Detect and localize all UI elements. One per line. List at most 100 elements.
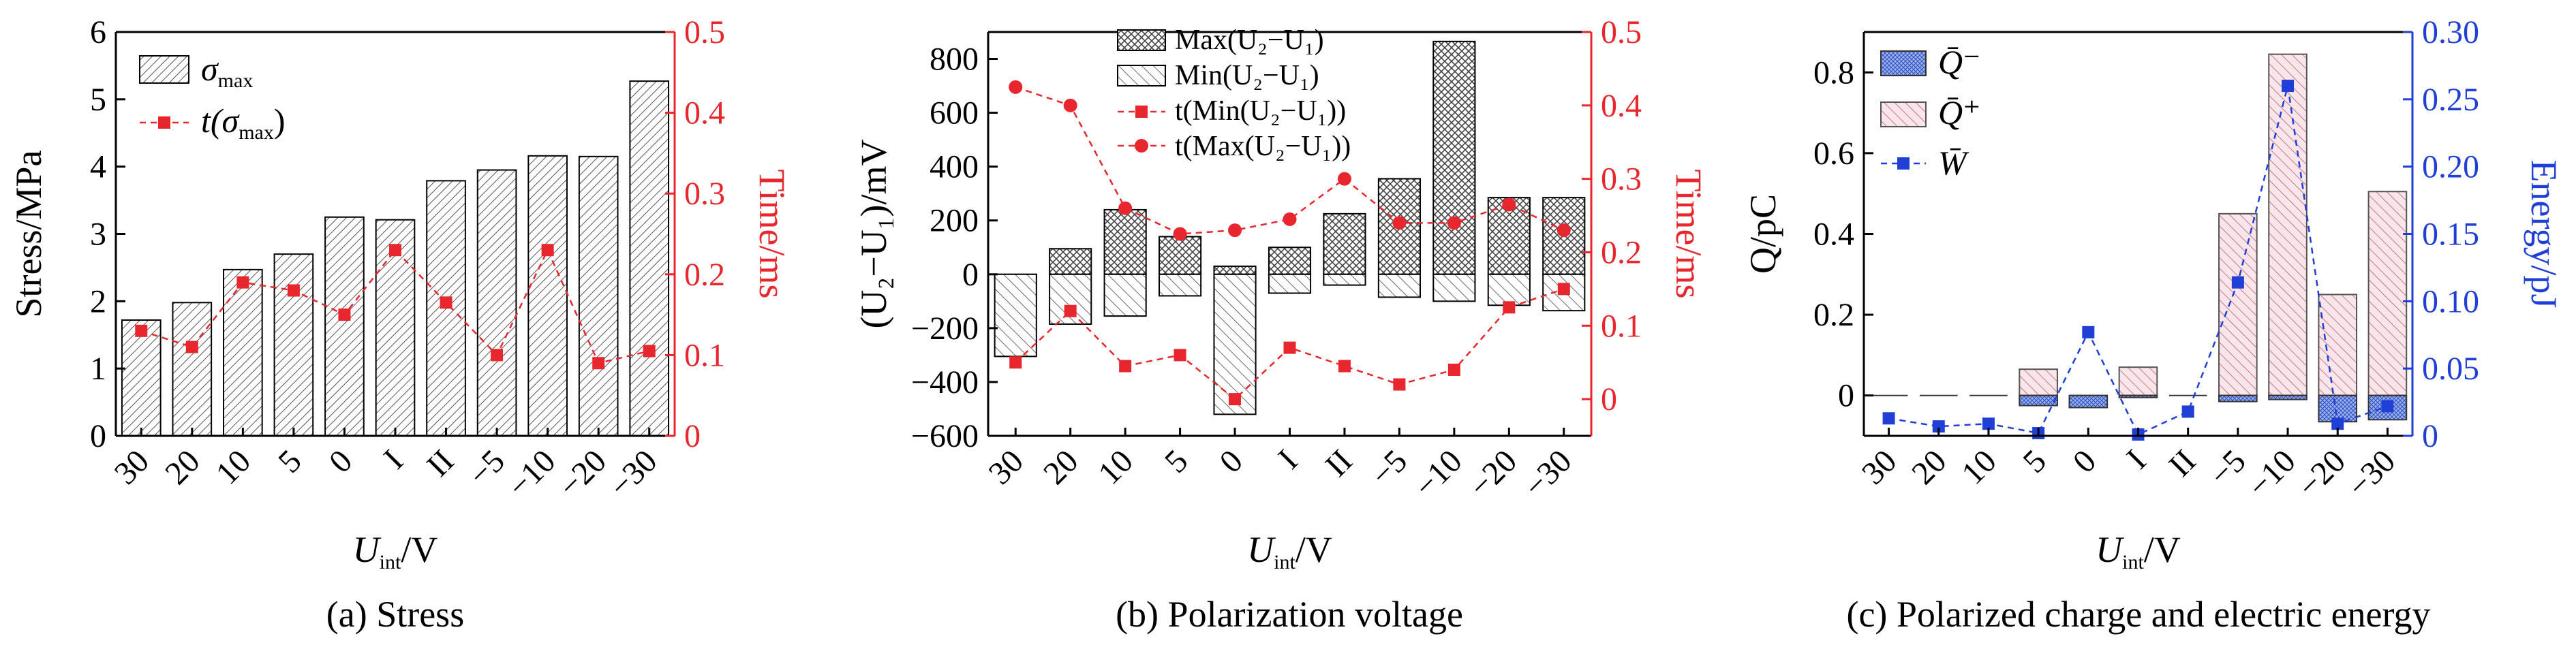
point-t_sigma_max — [440, 296, 453, 309]
xtick-label-c: I — [2119, 443, 2153, 476]
point-t_sigma_max — [541, 244, 554, 257]
point-t_sigma_max — [491, 349, 504, 362]
line-t_max — [1015, 86, 1565, 235]
point-w — [2381, 400, 2394, 413]
xtick-label-b: I — [1271, 443, 1304, 476]
bar-sigma-max — [476, 169, 517, 437]
legend-bar-sub: max — [218, 69, 254, 92]
bar-q-plus — [2367, 191, 2408, 396]
bar-max — [1159, 236, 1202, 275]
ylabel-right-c: Energy/pJ — [2524, 160, 2564, 308]
point-t_sigma_max — [592, 357, 605, 370]
bar-max — [1268, 247, 1312, 275]
caption-b: (b) Polarization voltage — [1116, 594, 1463, 635]
xtick-label-a: −30 — [602, 443, 664, 505]
bar-min — [994, 273, 1037, 358]
legend-bar-main: σ — [201, 50, 219, 88]
point-w — [1932, 420, 1945, 433]
ytick-right-label-b: 0 — [1601, 381, 1617, 417]
legend-marker-tmax — [1135, 139, 1148, 153]
xtick-label-c: −30 — [2341, 443, 2403, 505]
legend-label-qplus: Q̄⁺ — [1938, 93, 1981, 131]
point-t_min — [1119, 360, 1132, 373]
point-t_max — [1502, 197, 1516, 212]
ytick-right-label-a: 0.2 — [684, 257, 725, 293]
point-t_max — [1557, 223, 1571, 238]
point-w — [2082, 326, 2095, 338]
point-t_max — [1392, 216, 1407, 230]
ytick-label-b: −400 — [911, 364, 979, 400]
ytick-label-b: 200 — [930, 203, 979, 239]
legend-label-line: t(σmax) — [201, 101, 286, 144]
xtick-label-a: 5 — [271, 443, 308, 479]
ytick-right-label-a: 0.1 — [684, 337, 725, 373]
ytick-label-c: 0.2 — [1813, 297, 1854, 333]
ytick-right-label-a: 0.4 — [684, 95, 725, 131]
ytick-label-c: 0.4 — [1813, 217, 1854, 253]
ytick-label-a: 2 — [90, 283, 106, 319]
ytick-right-label-c: 0.05 — [2422, 351, 2479, 387]
xtick-label-c: 30 — [1855, 443, 1903, 491]
point-t_max — [1283, 212, 1297, 226]
bars-b — [994, 40, 1586, 415]
point-t_max — [1009, 80, 1023, 94]
ytick-label-a: 5 — [90, 82, 106, 118]
point-w — [1882, 412, 1895, 425]
legend-a: σmax t(σmax) — [139, 50, 286, 144]
point-t_sigma_max — [643, 345, 656, 358]
xlabel-c-main: U — [2096, 529, 2124, 570]
legend-label-bar: σmax — [201, 50, 253, 92]
point-t_max — [1063, 98, 1077, 112]
bar-q-plus — [2118, 366, 2158, 396]
legend-line-after: ) — [274, 101, 286, 140]
xlabel-b-after: /V — [1295, 529, 1332, 570]
bar-min — [1159, 273, 1202, 297]
xtick-label-b: 20 — [1037, 443, 1085, 491]
legend-label-min: Min(U₂−U₁) — [1175, 60, 1319, 91]
legend-marker-tmin — [1135, 106, 1148, 118]
bar-min — [1268, 273, 1312, 294]
ytick-label-b: 0 — [962, 257, 979, 293]
xtick-label-c: 10 — [1954, 443, 2003, 491]
point-w — [2282, 80, 2295, 93]
ytick-label-a: 1 — [90, 351, 106, 387]
ytick-right-label-c: 0.10 — [2422, 283, 2479, 319]
bar-sigma-max — [578, 155, 619, 437]
xlabel-a: Uint/V — [353, 529, 438, 573]
xtick-label-b: 30 — [982, 443, 1030, 491]
ytick-right-label-c: 0.20 — [2422, 149, 2479, 185]
bar-sigma-max — [629, 80, 670, 437]
bar-min — [1103, 273, 1147, 317]
point-t_min — [1393, 378, 1406, 391]
legend-marker-w — [1897, 157, 1910, 170]
bar-q-minus — [2218, 394, 2258, 402]
ylabel-b: (U₂−U₁)/mV — [853, 139, 894, 328]
ylabel-right-a: Time/ms — [752, 169, 793, 298]
point-t_sigma_max — [287, 284, 300, 297]
xtick-label-a: −10 — [501, 443, 563, 505]
point-w — [1982, 417, 1995, 430]
xtick-label-b: II — [1319, 443, 1360, 484]
xlabel-b: Uint/V — [1247, 529, 1332, 573]
ytick-label-a: 6 — [90, 14, 106, 50]
xlabel-a-sub: int — [380, 551, 401, 573]
legend-swatch-min — [1117, 65, 1166, 86]
ytick-right-label-b: 0.1 — [1601, 308, 1642, 344]
ytick-label-b: 800 — [930, 42, 979, 78]
xtick-label-b: −20 — [1462, 443, 1524, 505]
point-t_sigma_max — [185, 341, 198, 353]
ytick-right-label-a: 0.3 — [684, 176, 725, 212]
panel-c: 0 0.2 0.4 0.6 0.8 0 0.05 0.10 0.15 0.20 0.25 0.30 30… — [1743, 14, 2564, 635]
point-t_min — [1009, 356, 1022, 369]
xtick-label-a: −20 — [551, 443, 613, 505]
legend-c: Q̄⁻ Q̄⁺ W̄ — [1880, 43, 1981, 182]
xtick-label-b: 5 — [1158, 443, 1195, 479]
bar-sigma-max — [273, 253, 314, 437]
point-w — [2331, 417, 2344, 430]
point-w — [2181, 405, 2194, 418]
xtick-label-b: 0 — [1212, 443, 1249, 479]
bar-q-minus — [2019, 394, 2058, 407]
caption-c: (c) Polarized charge and electric energy — [1846, 594, 2430, 635]
point-t_sigma_max — [236, 276, 249, 289]
